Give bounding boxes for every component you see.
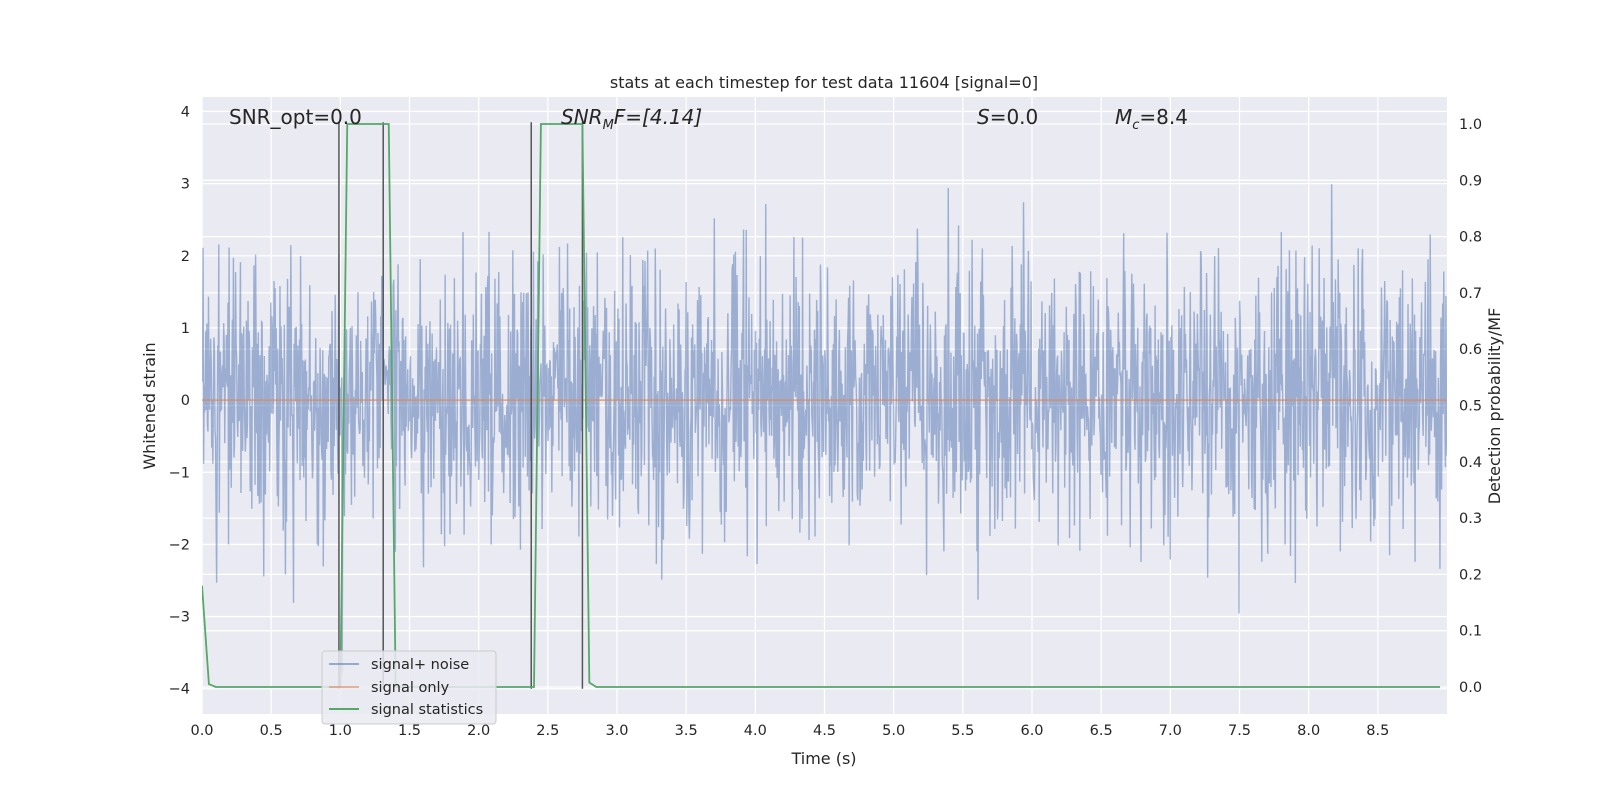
x-tick-label: 6.5 <box>1090 723 1113 739</box>
y-tick-label: 4 <box>181 104 190 120</box>
annotation-s: S=0.0 <box>977 105 1038 129</box>
legend: signal+ noise signal only signal statist… <box>321 650 497 725</box>
vertical-marker-lines <box>338 122 584 689</box>
x-tick-label: 5.0 <box>882 723 905 739</box>
y2-tick-label: 0.7 <box>1459 286 1482 302</box>
legend-label-signal-only: signal only <box>371 680 450 696</box>
chart-title: stats at each timestep for test data 116… <box>610 73 1038 92</box>
annotation-mc-sub: c <box>1132 118 1139 133</box>
x-tick-label: 7.5 <box>1228 723 1251 739</box>
legend-label-noise: signal+ noise <box>371 657 469 673</box>
x-tick-label: 3.5 <box>675 723 698 739</box>
y2-tick-label: 1.0 <box>1459 117 1482 133</box>
x-tick-label: 1.5 <box>398 723 421 739</box>
y-tick-label: −4 <box>169 682 190 698</box>
x-tick-label: 2.0 <box>467 723 490 739</box>
y-grid <box>202 110 1447 690</box>
legend-label-statistics: signal statistics <box>371 702 483 718</box>
y-tick-label: 1 <box>181 321 190 337</box>
annotation-mc: Mc=8.4 <box>1115 105 1188 133</box>
y2-tick-label: 0.2 <box>1459 567 1482 583</box>
x-tick-label: 4.5 <box>813 723 836 739</box>
x-tick-label: 2.5 <box>536 723 559 739</box>
x-axis-label: Time (s) <box>790 749 856 768</box>
y2-tick-label: 0.5 <box>1459 399 1482 415</box>
y2-tick-label: 0.3 <box>1459 511 1482 527</box>
y-tick-label: −1 <box>169 465 190 481</box>
signal-noise-line <box>202 184 1447 675</box>
y-axis-label: Whitened strain <box>140 342 159 469</box>
y2-axis-label: Detection probability/MF <box>1485 308 1504 505</box>
y2-tick-label: 0.8 <box>1459 230 1482 246</box>
y2-tick-label: 0.4 <box>1459 455 1482 471</box>
y2-tick-label: 0.6 <box>1459 342 1482 358</box>
annotation-snr-mf-main: SNR <box>561 105 603 129</box>
x-tick-label: 0.5 <box>260 723 283 739</box>
x-tick-labels: 0.0 0.5 1.0 1.5 2.0 2.5 3.0 3.5 4.0 4.5 5.0 5.5 6.0 6… <box>190 723 1389 739</box>
y-tick-label: −2 <box>169 537 190 553</box>
annotation-s-rest: =0.0 <box>990 105 1039 129</box>
y2-tick-label: 0.1 <box>1459 624 1482 640</box>
x-tick-label: 7.0 <box>1159 723 1182 739</box>
y-tick-labels: −4 −3 −2 −1 0 1 2 3 4 <box>169 104 190 697</box>
x-tick-label: 4.0 <box>744 723 767 739</box>
y-tick-label: 3 <box>181 177 190 193</box>
y2-tick-labels: 0.0 0.1 0.2 0.3 0.4 0.5 0.6 0.7 0.8 0.9 1.0 <box>1459 117 1482 696</box>
y-tick-label: −3 <box>169 610 190 626</box>
legend-box <box>321 650 497 725</box>
x-tick-label: 8.5 <box>1366 723 1389 739</box>
x-tick-label: 3.0 <box>605 723 628 739</box>
annotation-snr-mf-rest: F=[4.14] <box>614 105 702 129</box>
signal-noise-series <box>202 184 1447 675</box>
y-tick-label: 2 <box>181 249 190 265</box>
x-tick-label: 0.0 <box>190 723 213 739</box>
x-tick-label: 1.0 <box>329 723 352 739</box>
x-tick-label: 6.0 <box>1020 723 1043 739</box>
annotation-s-main: S <box>977 105 990 129</box>
y2-tick-label: 0.9 <box>1459 173 1482 189</box>
annotation-snr-opt: SNR_opt=0.0 <box>229 105 362 129</box>
annotation-mc-rest: =8.4 <box>1139 105 1188 129</box>
annotation-mc-main: M <box>1115 105 1132 129</box>
y2-tick-label: 0.0 <box>1459 680 1482 696</box>
annotation-snr-mf-sub: M <box>603 118 614 133</box>
y-tick-label: 0 <box>181 393 190 409</box>
x-tick-label: 8.0 <box>1297 723 1320 739</box>
x-tick-label: 5.5 <box>951 723 974 739</box>
annotation-snr-mf: SNRMF=[4.14] <box>561 105 702 133</box>
